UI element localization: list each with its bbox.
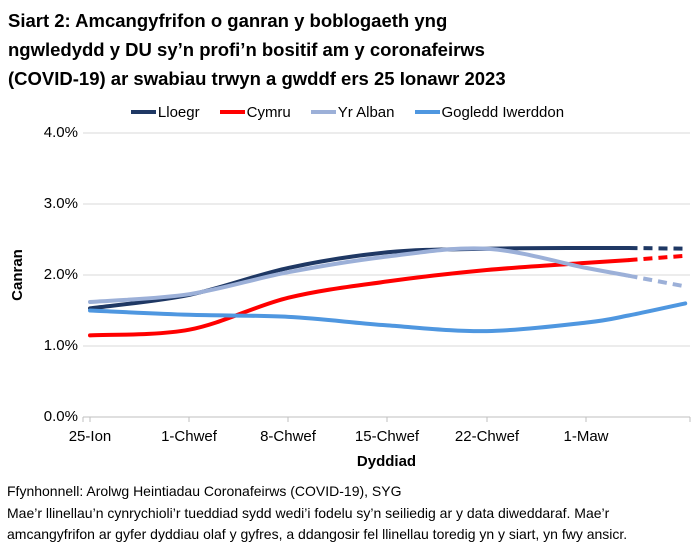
- y-tick-4pct: 4.0%: [43, 124, 78, 141]
- legend-swatch-lloegr: [130, 110, 156, 114]
- series-line-lloegr-solid: [88, 245, 631, 311]
- chart-title-line-1: Siart 2: Amcangyfrifon o ganran y boblog…: [8, 10, 448, 31]
- y-tick-0pct: 0.0%: [43, 408, 78, 425]
- legend-label-yr-alban: Yr Alban: [337, 103, 395, 121]
- series-line-gogledd-iwerddon-solid: [88, 301, 688, 334]
- x-tick-15-chwef: 15-Chwef: [354, 428, 420, 445]
- y-tick-3pct: 3.0%: [43, 195, 78, 212]
- legend-item-gogledd-iwerddon: Gogledd Iwerddon: [414, 103, 565, 121]
- x-tick-25-ion: 25-Ion: [68, 428, 112, 445]
- legend-item-cymru: Cymru: [219, 103, 291, 121]
- series-line-cymru-solid: [88, 258, 631, 338]
- series-line-lloegr-dashed: [628, 246, 686, 251]
- y-tick-2pct: 2.0%: [43, 266, 78, 283]
- footer-note-line-1: Mae’r llinellau’n cynrychioli’r tueddiad…: [7, 504, 610, 521]
- legend-label-lloegr: Lloegr: [157, 103, 200, 121]
- legend-swatch-yr-alban: [310, 110, 336, 114]
- x-tick-1-chwef: 1-Chwef: [161, 428, 217, 445]
- x-tick-1-maw: 1-Maw: [563, 428, 609, 445]
- x-tick-8-chwef: 8-Chwef: [260, 428, 316, 445]
- x-axis-title: Dyddiad: [356, 453, 417, 470]
- chart-plot-svg: [82, 132, 691, 422]
- legend-label-cymru: Cymru: [246, 103, 291, 121]
- footer-note-line-2: amcangyfrifon ar gyfer dyddiau olaf y gy…: [7, 526, 628, 542]
- x-axis-ticks: [82, 417, 691, 422]
- footer-source: Ffynhonnell: Arolwg Heintiadau Coronafei…: [7, 483, 402, 499]
- plot-area: 0.0% 1.0% 2.0% 3.0% 4.0% Canran 25-Ion 1…: [0, 122, 695, 474]
- x-axis: [82, 416, 691, 422]
- gridlines: [83, 132, 690, 347]
- x-tick-22-chwef: 22-Chwef: [454, 428, 520, 445]
- legend-item-lloegr: Lloegr: [130, 103, 200, 121]
- chart-title: Siart 2: Amcangyfrifon o ganran y boblog…: [8, 6, 668, 93]
- series-lines: [88, 245, 688, 338]
- legend-label-gogledd-iwerddon: Gogledd Iwerddon: [441, 103, 565, 121]
- series-line-cymru-dashed: [628, 253, 686, 263]
- series-line-yr-alban-solid: [88, 246, 631, 304]
- footer: Ffynhonnell: Arolwg Heintiadau Coronafei…: [7, 481, 693, 546]
- legend-swatch-gogledd-iwerddon: [414, 110, 440, 114]
- y-axis-title: Canran: [9, 249, 26, 301]
- legend-swatch-cymru: [219, 110, 245, 114]
- legend: Lloegr Cymru Yr Alban Gogledd Iwerddon: [0, 101, 695, 123]
- legend-item-yr-alban: Yr Alban: [310, 103, 395, 121]
- chart-title-line-2: ngwledydd y DU sy’n profi’n bositif am y…: [8, 39, 485, 60]
- series-line-yr-alban-dashed: [628, 273, 686, 289]
- chart-title-line-3: (COVID-19) ar swabiau trwyn a gwddf ers …: [8, 68, 506, 89]
- y-tick-1pct: 1.0%: [43, 337, 78, 354]
